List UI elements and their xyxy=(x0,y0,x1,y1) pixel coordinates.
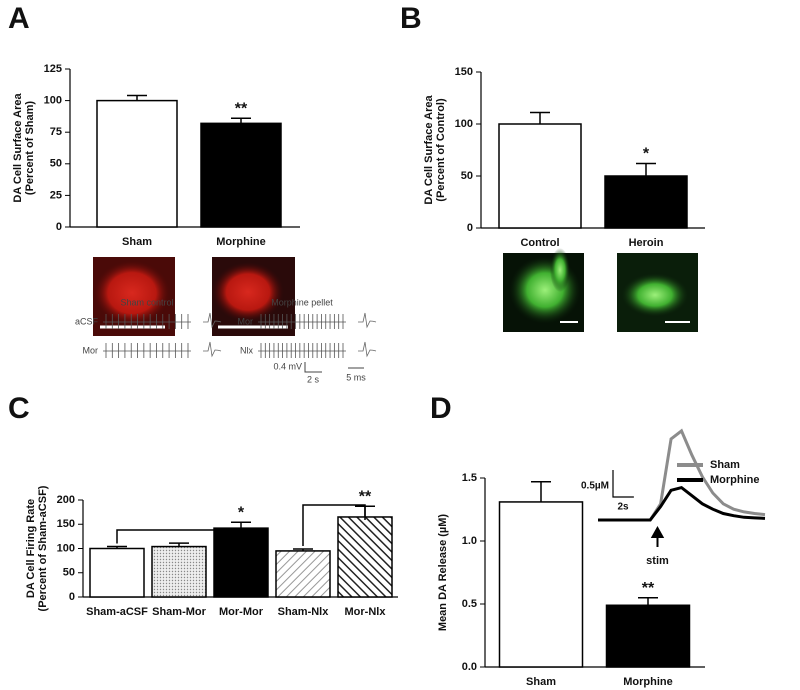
x-tick-label: Sham-Nlx xyxy=(278,606,330,618)
x-tick-label: Heroin xyxy=(629,237,664,249)
scale-label: 5 ms xyxy=(346,372,366,382)
y-tick-label: 100 xyxy=(44,95,62,107)
spike-waveform xyxy=(358,341,377,358)
y-tick-label: 100 xyxy=(455,118,473,130)
y-axis-label: DA Cell Surface Area xyxy=(423,95,435,205)
trace-line xyxy=(598,485,766,522)
significance: ** xyxy=(359,489,372,506)
y-axis-label: DA Cell Firing Rate xyxy=(25,499,37,598)
scale-label: 2s xyxy=(617,502,629,513)
y-axis-label: Mean DA Release (µM) xyxy=(437,514,449,632)
y-tick-label: 150 xyxy=(57,518,75,530)
spike-train xyxy=(103,314,191,329)
stim-arrow xyxy=(650,525,665,547)
error-bar xyxy=(293,548,313,551)
x-tick-label: Sham xyxy=(122,236,152,248)
y-tick-label: 0 xyxy=(56,221,62,233)
y-tick-label: 0.5 xyxy=(462,598,477,610)
bar xyxy=(96,99,178,228)
x-tick-label: Control xyxy=(520,237,559,249)
y-tick-label: 100 xyxy=(57,542,75,554)
y-tick-label: 0.0 xyxy=(462,661,477,673)
significance: ** xyxy=(642,580,655,597)
y-axis-label: (Percent of Sham-aCSF) xyxy=(37,485,49,611)
y-tick-label: 0 xyxy=(69,591,75,603)
bar xyxy=(605,604,691,668)
significance: * xyxy=(643,146,650,163)
bar xyxy=(337,516,393,598)
error-bar xyxy=(169,542,189,547)
trace-title: Sham control xyxy=(120,297,173,307)
scale-label: 0.5µM xyxy=(581,481,609,492)
error-bar xyxy=(107,545,127,549)
y-tick-label: 1.5 xyxy=(462,472,477,484)
error-bar xyxy=(231,117,251,124)
error-bar xyxy=(530,111,550,124)
scale-label: 2 s xyxy=(307,374,320,384)
spike-train xyxy=(258,314,346,329)
scale-bar xyxy=(304,362,322,373)
panel-letter: B xyxy=(400,2,422,35)
bar xyxy=(498,123,582,229)
significance: ** xyxy=(235,101,248,118)
spike-train xyxy=(103,343,191,358)
spike-train xyxy=(258,343,346,358)
x-tick-label: Morphine xyxy=(216,236,266,248)
error-bar xyxy=(638,596,658,606)
y-tick-label: 150 xyxy=(455,66,473,78)
y-tick-label: 200 xyxy=(57,494,75,506)
panel-letter: C xyxy=(8,392,30,425)
trace-label: aCSF xyxy=(75,316,99,326)
bar xyxy=(151,545,207,598)
y-tick-label: 1.0 xyxy=(462,535,477,547)
spike-waveform xyxy=(203,341,222,358)
trace-title: Morphine pellet xyxy=(271,297,333,307)
bar xyxy=(89,547,145,598)
error-bar xyxy=(231,521,251,529)
y-tick-label: 50 xyxy=(50,158,62,170)
spike-waveform xyxy=(358,312,377,329)
significance: * xyxy=(238,505,245,522)
comparison-bracket xyxy=(116,529,242,545)
x-tick-label: Sham-Mor xyxy=(152,606,207,618)
x-tick-label: Mor-Nlx xyxy=(345,606,387,618)
trace-label: Nlx xyxy=(240,345,253,355)
y-tick-label: 125 xyxy=(44,63,62,75)
legend-label: Sham xyxy=(710,459,740,471)
panel-letter: A xyxy=(8,2,30,35)
x-tick-label: Sham-aCSF xyxy=(86,606,148,618)
bar xyxy=(200,122,282,228)
x-tick-label: Morphine xyxy=(623,676,673,688)
y-axis-label: DA Cell Surface Area xyxy=(12,93,24,203)
comparison-bracket xyxy=(302,504,366,546)
bar xyxy=(498,501,584,668)
y-tick-label: 50 xyxy=(63,567,75,579)
error-bar xyxy=(531,481,551,502)
x-tick-label: Sham xyxy=(526,676,556,688)
panel-letter: D xyxy=(430,392,452,425)
bar xyxy=(604,175,688,229)
y-axis-label: (Percent of Sham) xyxy=(24,101,36,195)
y-tick-label: 75 xyxy=(50,126,62,138)
y-tick-label: 50 xyxy=(461,170,473,182)
y-tick-label: 0 xyxy=(467,222,473,234)
y-tick-label: 25 xyxy=(50,189,62,201)
scale-bar xyxy=(612,470,634,498)
error-bar xyxy=(127,94,147,101)
micrographs xyxy=(92,248,698,336)
trace-label: Mor xyxy=(238,316,254,326)
annotation: stim xyxy=(646,555,669,567)
spike-waveform xyxy=(203,312,222,329)
y-axis-label: (Percent of Control) xyxy=(435,98,447,202)
legend-label: Morphine xyxy=(710,474,760,486)
error-bar xyxy=(636,162,656,176)
trace-label: Mor xyxy=(83,345,99,355)
x-tick-label: Mor-Mor xyxy=(219,606,264,618)
scale-label: 0.4 mV xyxy=(273,361,302,371)
bar xyxy=(275,550,331,598)
